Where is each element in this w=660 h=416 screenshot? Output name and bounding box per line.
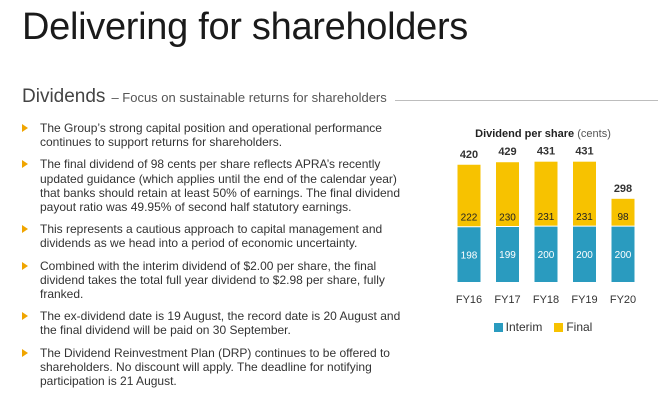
data-label-total: 429 — [498, 146, 516, 158]
legend-swatch-interim — [493, 322, 503, 332]
bullet-item: The final dividend of 98 cents per share… — [22, 157, 402, 214]
bar-interim — [611, 226, 635, 282]
data-label-interim: 200 — [576, 250, 593, 261]
triangle-bullet-icon — [22, 124, 28, 132]
bar-final — [573, 161, 596, 227]
bar-final — [611, 198, 635, 227]
bar-final — [496, 162, 519, 227]
legend-label-interim: Interim — [505, 320, 543, 334]
chart-title-text: Dividend per share — [475, 128, 575, 140]
bullet-text: Combined with the interim dividend of $2… — [40, 258, 385, 302]
section-subheading: – Focus on sustainable returns for share… — [111, 90, 387, 105]
data-label-interim: 200 — [615, 250, 632, 261]
data-label-interim: 198 — [461, 250, 478, 261]
x-tick-label: FY20 — [610, 294, 636, 306]
section-heading: Dividends — [22, 86, 106, 107]
bullet-text: This represents a cautious approach to c… — [40, 222, 383, 251]
dividend-chart-svg: 198 222 420 FY16 199 230 429 FY17 200 231 431 FY18 2… — [456, 146, 636, 306]
bullet-item: The Group’s strong capital position and … — [22, 121, 402, 149]
bar-interim — [457, 226, 481, 282]
data-label-total: 431 — [575, 146, 593, 158]
data-label-final: 231 — [538, 212, 555, 223]
bullet-text: The Dividend Reinvestment Plan (DRP) con… — [40, 345, 390, 389]
legend-label-final: Final — [566, 320, 593, 334]
x-tick-label: FY18 — [533, 294, 559, 306]
triangle-bullet-icon — [22, 348, 28, 357]
bullet-text: The ex-dividend date is 19 August, the r… — [40, 309, 401, 338]
data-label-interim: 200 — [538, 250, 555, 261]
legend-item-interim: Interim — [493, 320, 543, 334]
data-label-total: 431 — [537, 146, 555, 158]
data-label-final: 231 — [576, 212, 593, 223]
bullet-item: Combined with the interim dividend of $2… — [22, 259, 402, 302]
section-header: Dividends – Focus on sustainable returns… — [22, 86, 658, 110]
bar-interim — [496, 226, 519, 282]
triangle-bullet-icon — [22, 261, 28, 270]
page-title: Delivering for shareholders — [22, 6, 469, 48]
x-tick-label: FY17 — [494, 294, 520, 306]
data-label-interim: 199 — [499, 250, 516, 261]
bullet-item: The Dividend Reinvestment Plan (DRP) con… — [22, 346, 402, 389]
dividend-chart: 198 222 420 FY16 199 230 429 FY17 200 231 431 FY18 2… — [428, 120, 658, 340]
data-label-final: 98 — [617, 212, 629, 223]
bullet-item: This represents a cautious approach to c… — [22, 222, 402, 250]
data-label-final: 230 — [499, 212, 516, 223]
chart-legend: Interim Final — [428, 320, 658, 334]
legend-swatch-final — [554, 322, 564, 332]
triangle-bullet-icon — [22, 160, 28, 169]
bullet-text: The Group’s strong capital position and … — [40, 121, 382, 150]
chart-title: Dividend per share (cents) — [428, 128, 658, 140]
legend-item-final: Final — [554, 320, 592, 334]
bar-final — [457, 164, 481, 227]
bullet-item: The ex-dividend date is 19 August, the r… — [22, 309, 402, 337]
triangle-bullet-icon — [22, 312, 28, 321]
section-divider — [394, 99, 658, 101]
data-label-total: 420 — [460, 149, 478, 161]
bar-interim — [573, 226, 596, 282]
x-tick-label: FY19 — [571, 294, 597, 306]
chart-title-unit: (cents) — [577, 128, 611, 140]
triangle-bullet-icon — [22, 225, 28, 234]
bar-interim — [534, 226, 558, 282]
bullet-list: The Group’s strong capital position and … — [22, 121, 402, 396]
data-label-total: 298 — [614, 183, 632, 195]
bullet-text: The final dividend of 98 cents per share… — [40, 157, 401, 215]
bar-final — [534, 161, 558, 227]
x-tick-label: FY16 — [456, 294, 482, 306]
data-label-final: 222 — [461, 213, 478, 224]
